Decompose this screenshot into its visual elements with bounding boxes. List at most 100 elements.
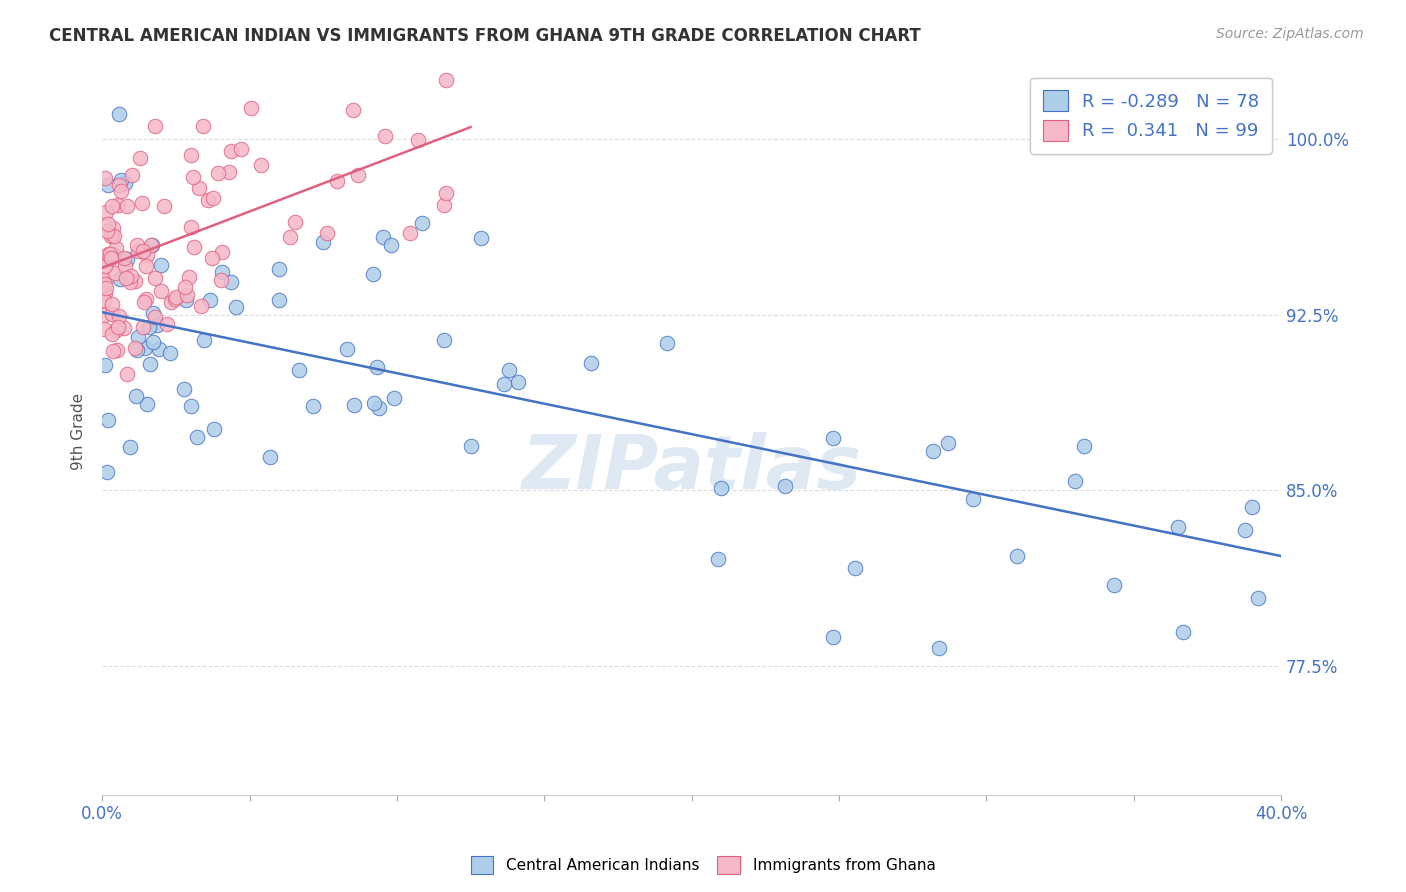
Point [773,479,796,493]
Text: ZIPatlas: ZIPatlas [522,432,862,505]
Point [382,391,405,405]
Point [128,244,150,259]
Point [94,277,117,291]
Point [124,341,146,355]
Point [188,180,211,194]
Point [127,238,149,252]
Legend: R = -0.289   N = 78, R =  0.341   N = 99: R = -0.289 N = 78, R = 0.341 N = 99 [1031,78,1272,153]
Point [96,281,118,295]
Point [1073,439,1095,453]
Point [183,170,205,185]
Point [180,219,202,234]
Point [107,198,129,212]
Point [108,107,131,121]
Point [218,165,240,179]
Point [148,342,170,356]
Point [406,133,429,147]
Point [581,356,603,370]
Point [96,465,118,479]
Point [94,359,117,373]
Point [288,363,311,377]
Point [101,327,124,342]
Point [368,401,391,415]
Point [250,158,273,172]
Point [202,422,225,436]
Point [1241,500,1264,514]
Point [165,290,187,304]
Point [508,375,530,389]
Point [150,284,173,298]
Point [117,252,139,267]
Point [135,397,157,411]
Point [325,174,347,188]
Point [101,307,124,321]
Point [225,300,247,314]
Point [120,275,142,289]
Point [373,230,395,244]
Point [101,247,124,261]
Point [105,323,128,337]
Point [433,197,456,211]
Point [198,293,221,307]
Point [1005,549,1028,564]
Point [156,317,179,331]
Text: Source: ZipAtlas.com: Source: ZipAtlas.com [1216,27,1364,41]
Point [209,273,232,287]
Point [193,119,215,133]
Point [821,630,844,644]
Point [176,288,198,302]
Point [98,247,121,261]
Point [114,259,136,273]
Point [269,262,291,277]
Point [131,195,153,210]
Point [96,224,118,238]
Point [159,346,181,360]
Point [97,178,120,193]
Point [94,205,117,219]
Point [844,561,866,575]
Point [207,166,229,180]
Point [239,101,262,115]
Point [411,216,433,230]
Point [149,258,172,272]
Point [110,173,132,187]
Point [180,148,202,162]
Point [1167,520,1189,534]
Point [93,322,115,336]
Point [211,264,233,278]
Point [107,319,129,334]
Point [136,248,159,262]
Point [129,151,152,165]
Point [97,413,120,427]
Point [1064,475,1087,489]
Point [301,400,323,414]
Point [138,319,160,334]
Point [125,343,148,357]
Point [347,168,370,182]
Point [118,440,141,454]
Point [143,310,166,325]
Point [134,341,156,355]
Point [139,357,162,371]
Point [93,254,115,268]
Point [139,238,162,252]
Point [219,144,242,158]
Point [93,285,115,300]
Point [221,275,243,289]
Y-axis label: 9th Grade: 9th Grade [72,393,86,470]
Point [498,362,520,376]
Point [142,306,165,320]
Point [135,259,157,273]
Point [114,176,136,190]
Point [110,184,132,198]
Point [131,244,153,258]
Point [380,238,402,252]
Point [101,228,124,243]
Point [936,436,959,450]
Point [104,266,127,280]
Point [121,168,143,182]
Point [284,215,307,229]
Point [174,280,197,294]
Point [433,333,456,347]
Point [101,344,124,359]
